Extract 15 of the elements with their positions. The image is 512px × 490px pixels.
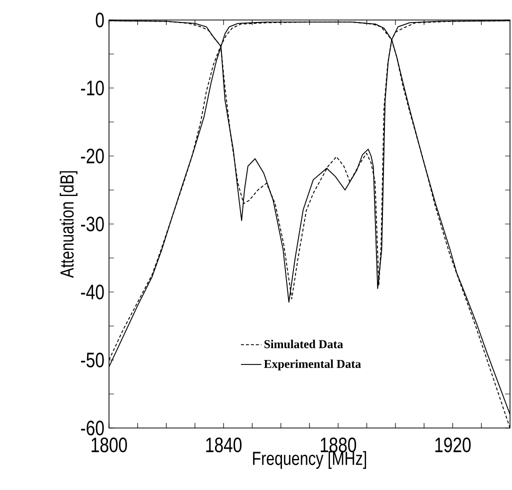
y-axis-title: Attenuation [dB] (60, 171, 78, 278)
y-tick-label: -60 (81, 420, 104, 436)
legend-label: Experimental Data (264, 360, 361, 370)
x-tick-label: 1800 (92, 437, 127, 452)
x-tick-label: 1920 (435, 437, 471, 452)
y-tick-label: -30 (81, 216, 104, 232)
x-tick-label: 1840 (206, 437, 242, 452)
y-tick-label: -40 (81, 284, 104, 300)
x-axis-title: Frequency [MHz] (253, 451, 366, 469)
x-tick-label: 1880 (320, 437, 356, 452)
legend-label: Simulated Data (264, 340, 343, 348)
y-tick-label: 0 (96, 12, 104, 28)
y-tick-label: -10 (81, 80, 104, 96)
y-tick-label: -50 (81, 352, 104, 368)
y-tick-label: -20 (81, 148, 104, 164)
